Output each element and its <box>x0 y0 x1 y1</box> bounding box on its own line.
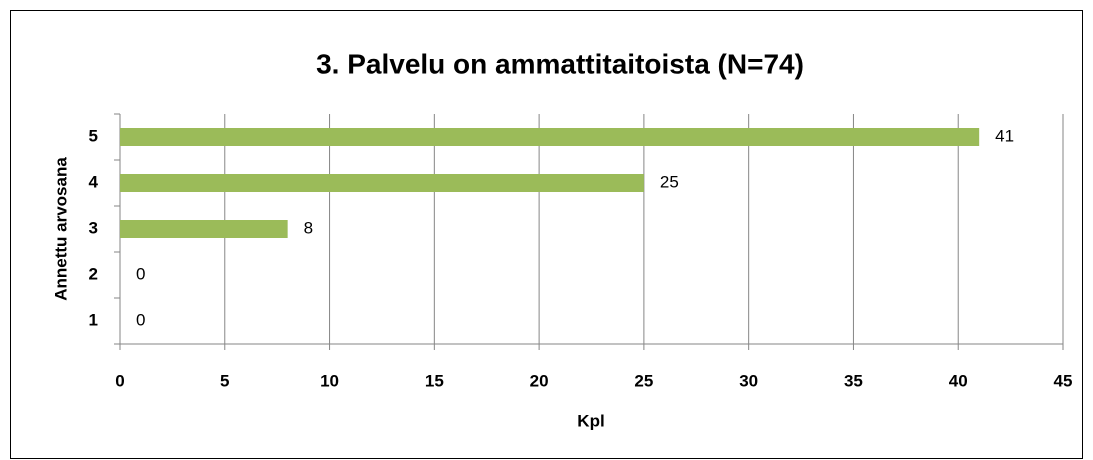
x-tick-label: 10 <box>320 371 339 390</box>
bar <box>120 128 980 146</box>
bar <box>120 174 644 192</box>
x-tick-label: 20 <box>530 371 549 390</box>
x-tick-label: 15 <box>425 371 444 390</box>
value-label: 0 <box>136 264 145 283</box>
x-tick-label: 25 <box>634 371 653 390</box>
x-tick-label: 35 <box>844 371 863 390</box>
y-tick-label: 1 <box>89 310 98 329</box>
x-tick-label: 0 <box>115 371 124 390</box>
y-tick-label: 2 <box>89 264 98 283</box>
value-label: 8 <box>304 218 313 237</box>
y-tick-label: 3 <box>89 218 98 237</box>
x-axis-label: Kpl <box>577 411 604 430</box>
chart-title: 3. Palvelu on ammattitaitoista (N=74) <box>316 48 804 79</box>
value-label: 25 <box>660 172 679 191</box>
y-tick-label: 4 <box>89 172 99 191</box>
x-tick-label: 30 <box>739 371 758 390</box>
x-tick-label: 5 <box>220 371 229 390</box>
y-axis-label: Annettu arvosana <box>51 157 70 301</box>
bar <box>120 220 288 238</box>
value-label: 41 <box>995 126 1014 145</box>
x-tick-label: 40 <box>949 371 968 390</box>
x-tick-label: 45 <box>1054 371 1073 390</box>
value-label: 0 <box>136 310 145 329</box>
y-tick-label: 5 <box>89 126 98 145</box>
